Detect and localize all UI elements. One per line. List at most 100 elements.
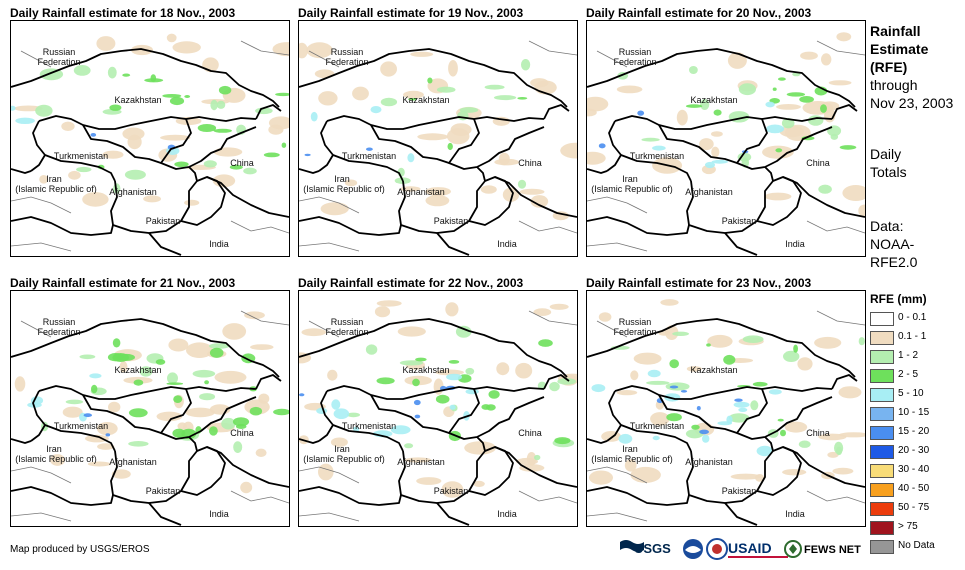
country-label: Afghanistan	[397, 187, 445, 197]
fews-logo: FEWS NET	[784, 538, 864, 560]
rainfall-patch	[167, 372, 178, 384]
country-border	[82, 124, 162, 164]
rainfall-patch	[218, 85, 232, 95]
country-label: Iran	[46, 174, 62, 184]
rainfall-patch	[637, 110, 645, 116]
country-border	[332, 154, 404, 182]
rainfall-patch	[320, 202, 349, 216]
minor-boundary	[308, 40, 577, 68]
rainfall-patch	[464, 441, 496, 455]
rainfall-patch	[820, 104, 827, 113]
country-border	[206, 176, 289, 218]
sidebar-source: Data: NOAA- RFE2.0	[870, 217, 917, 271]
rainfall-patch	[76, 166, 92, 173]
country-border	[620, 424, 692, 452]
country-label: Iran	[46, 444, 62, 454]
country-label: China	[230, 428, 254, 438]
country-border	[38, 115, 257, 130]
rainfall-patch	[818, 184, 832, 194]
rainfall-patch	[666, 413, 682, 422]
rainfall-patch	[235, 424, 247, 429]
map-frame: Russian Federation Kazakhstan Turkmenistan I…	[10, 290, 290, 527]
rainfall-patch	[82, 192, 109, 207]
country-label: Afghanistan	[397, 457, 445, 467]
rainfall-patch	[427, 77, 433, 84]
rainfall-patch	[11, 105, 16, 111]
rainfall-patch	[156, 411, 183, 422]
rainfall-patch	[655, 400, 664, 410]
rainfall-patch	[209, 347, 224, 358]
country-border	[606, 120, 622, 172]
rainfall-patch	[112, 353, 129, 362]
rainfall-map	[299, 300, 577, 526]
rainfall-patch	[139, 366, 153, 377]
legend-swatch	[870, 426, 894, 440]
rainfall-patch	[587, 151, 606, 165]
country-border	[494, 176, 577, 218]
country-label: Turkmenistan	[53, 151, 109, 161]
rainfall-patch	[243, 167, 257, 175]
minor-boundary	[596, 310, 865, 338]
rainfall-patch	[680, 390, 688, 393]
country-label: Turkmenistan	[629, 421, 685, 431]
panel-title: Daily Rainfall estimate for 22 Nov., 200…	[298, 276, 524, 290]
rainfall-patch	[166, 33, 177, 43]
rainfall-patch	[554, 437, 571, 445]
rainfall-patch	[155, 359, 166, 365]
country-border	[370, 394, 450, 434]
rainfall-patch	[734, 398, 743, 402]
noaa-icon	[683, 539, 703, 559]
rainfall-patch	[410, 51, 434, 57]
rainfall-patch	[446, 373, 463, 381]
rainfall-patch	[403, 90, 424, 99]
country-label: (Islamic Republic of)	[15, 454, 97, 464]
rainfall-patch	[800, 51, 818, 60]
rainfall-patch	[782, 469, 807, 476]
country-label: Afghanistan	[109, 187, 157, 197]
rainfall-patch	[68, 170, 81, 180]
country-label: China	[518, 158, 542, 168]
rainfall-patch	[390, 425, 411, 435]
rainfall-patch	[408, 98, 417, 101]
rainfall-patch	[213, 128, 232, 133]
rainfall-patch	[676, 109, 688, 126]
country-border	[543, 104, 570, 120]
country-border	[831, 374, 858, 390]
rainfall-patch	[209, 343, 230, 349]
country-border	[587, 48, 856, 108]
country-label: Federation	[325, 57, 369, 67]
nws-logo	[706, 538, 728, 560]
rainfall-patch	[624, 459, 637, 472]
rainfall-patch	[801, 136, 815, 141]
country-label: Federation	[37, 57, 81, 67]
rainfall-patch	[713, 109, 722, 116]
rainfall-patch	[669, 359, 679, 369]
legend-swatch	[870, 388, 894, 402]
rainfall-patch	[181, 428, 197, 440]
country-border	[614, 385, 833, 400]
rainfall-patch	[616, 85, 643, 94]
map-frame: Russian Federation Kazakhstan Turkmenistan I…	[586, 290, 866, 527]
rainfall-patch	[83, 413, 93, 418]
rainfall-patch	[776, 104, 801, 110]
rainfall-patch	[380, 97, 398, 107]
rainfall-map	[587, 299, 865, 526]
legend-label: 0.1 - 1	[898, 331, 927, 342]
legend-label: 50 - 75	[898, 502, 930, 513]
sidebar-line8: Data:	[870, 218, 904, 234]
rainfall-patch	[133, 379, 144, 386]
legend-label: 30 - 40	[898, 464, 930, 475]
sidebar-line10: RFE2.0	[870, 254, 918, 270]
rainfall-patch	[772, 87, 777, 91]
country-label: Afghanistan	[685, 187, 733, 197]
rainfall-patch	[50, 454, 65, 466]
rainfall-patch	[162, 94, 182, 98]
rainfall-patch	[502, 187, 520, 202]
usaid-logo: USAID	[728, 538, 792, 560]
rainfall-patch	[204, 380, 210, 385]
rainfall-patch	[330, 437, 348, 447]
usgs-text: USGS	[634, 541, 671, 556]
country-label: Federation	[613, 57, 657, 67]
legend-swatch	[870, 369, 894, 383]
country-label: Turkmenistan	[629, 151, 685, 161]
